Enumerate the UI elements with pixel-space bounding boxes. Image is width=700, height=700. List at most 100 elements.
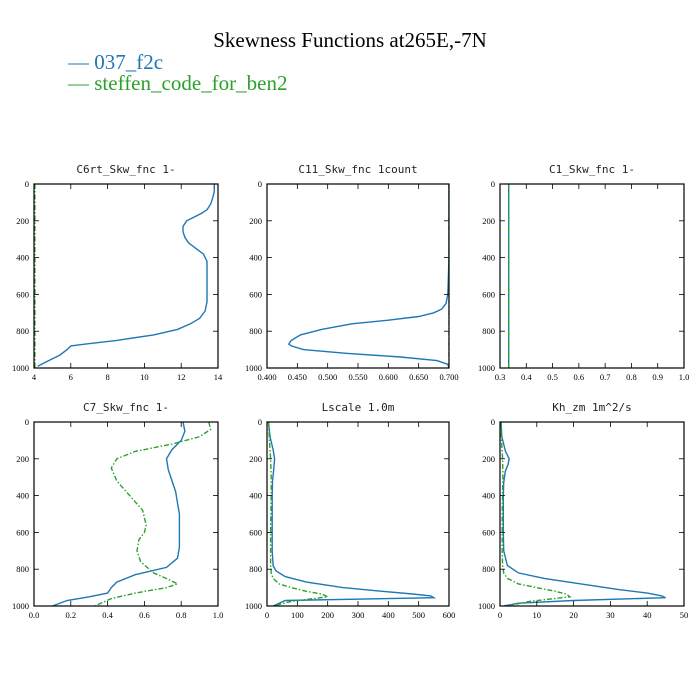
panel-1: C6rt_Skw_fnc 1- 4 6 8 10 12 14 0 200 400 600 800 100… — [12, 163, 223, 382]
y-tick-label: 200 — [482, 454, 495, 464]
x-tick-label: 0.500 — [318, 372, 337, 382]
plot-frame — [33, 421, 219, 607]
panel-2: C11_Skw_fnc 1count 0.400 0.450 0.500 0.550 0.… — [245, 163, 459, 382]
y-tick-label: 0 — [258, 417, 262, 427]
x-tick-label: 0.550 — [348, 372, 367, 382]
legend-line-steffen: — — [68, 71, 95, 95]
x-tick-label: 0.650 — [409, 372, 428, 382]
series-line-steffen-code-for-ben2 — [267, 422, 331, 606]
x-tick-label: 400 — [382, 610, 395, 620]
y-tick-label: 800 — [249, 564, 262, 574]
x-tick-label: 50 — [680, 610, 689, 620]
x-tick-label: 0.0 — [29, 610, 40, 620]
y-tick-label: 400 — [249, 253, 262, 263]
plot-frame — [499, 183, 685, 369]
x-tick-label: 0.2 — [65, 610, 76, 620]
x-tick-label: 0.4 — [102, 610, 113, 620]
x-tick-label: 1.0 — [679, 372, 690, 382]
x-tick-label: 14 — [214, 372, 223, 382]
x-tick-label: 100 — [291, 610, 304, 620]
series-line-037-f2c — [500, 422, 666, 606]
x-tick-label: 0.600 — [379, 372, 398, 382]
x-tick-label: 8 — [105, 372, 109, 382]
y-tick-label: 1000 — [478, 363, 495, 373]
y-tick-label: 400 — [249, 491, 262, 501]
x-tick-label: 0.3 — [495, 372, 506, 382]
y-tick-label: 800 — [482, 564, 495, 574]
legend-label-037-f2c: 037_f2c — [94, 50, 164, 74]
y-tick-label: 200 — [249, 216, 262, 226]
x-tick-label: 12 — [177, 372, 186, 382]
panel-4: C7_Skw_fnc 1- 0.0 0.2 0.4 0.6 0.8 1.0 0 200 400 60… — [12, 401, 223, 620]
series-line-037-f2c — [52, 422, 186, 606]
legend-item-037-f2c: — 037_f2c — [68, 50, 163, 75]
y-tick-label: 400 — [482, 253, 495, 263]
panel-6: Kh_zm 1m^2/s 0 10 20 30 40 50 0 200 400 600 800 1000 — [478, 401, 688, 620]
y-tick-label: 600 — [16, 527, 29, 537]
y-tick-label: 800 — [482, 326, 495, 336]
x-tick-label: 500 — [412, 610, 425, 620]
panel-title: Kh_zm 1m^2/s — [552, 401, 631, 414]
plot-frame — [33, 183, 219, 369]
y-tick-label: 1000 — [12, 601, 29, 611]
y-tick-label: 0 — [258, 179, 262, 189]
y-tick-label: 200 — [249, 454, 262, 464]
y-tick-label: 600 — [482, 527, 495, 537]
x-tick-label: 0.9 — [652, 372, 663, 382]
y-tick-label: 400 — [16, 253, 29, 263]
legend-label-steffen: steffen_code_for_ben2 — [94, 71, 288, 95]
x-tick-label: 600 — [443, 610, 456, 620]
series-line-037-f2c — [37, 184, 216, 367]
plot-frame — [499, 421, 685, 607]
y-tick-label: 0 — [25, 179, 29, 189]
x-tick-label: 10 — [533, 610, 542, 620]
legend-line-037-f2c: — — [68, 50, 95, 74]
x-tick-label: 30 — [606, 610, 615, 620]
x-tick-label: 0 — [265, 610, 269, 620]
y-tick-label: 600 — [16, 289, 29, 299]
x-tick-label: 0.450 — [288, 372, 307, 382]
page-title: Skewness Functions at265E,-7N — [213, 28, 487, 52]
y-tick-label: 200 — [16, 454, 29, 464]
x-tick-label: 0.700 — [439, 372, 458, 382]
series-line-steffen-code-for-ben2 — [500, 422, 572, 606]
panel-3: C1_Skw_fnc 1- 0.3 0.4 0.5 0.6 0.7 0.8 0.9 1.0 0 20… — [478, 163, 689, 382]
x-tick-label: 200 — [321, 610, 334, 620]
y-tick-label: 600 — [249, 289, 262, 299]
y-tick-label: 600 — [249, 527, 262, 537]
y-tick-label: 400 — [482, 491, 495, 501]
panel-title: C6rt_Skw_fnc 1- — [76, 163, 175, 176]
x-tick-label: 0.7 — [600, 372, 611, 382]
x-tick-label: 0.400 — [257, 372, 276, 382]
x-tick-label: 40 — [643, 610, 652, 620]
panel-title: C7_Skw_fnc 1- — [83, 401, 169, 414]
series-line-037-f2c — [267, 422, 437, 606]
x-tick-label: 4 — [32, 372, 37, 382]
x-tick-label: 10 — [140, 372, 149, 382]
panel-title: C11_Skw_fnc 1count — [298, 163, 417, 176]
x-tick-label: 0 — [498, 610, 502, 620]
x-tick-label: 0.8 — [176, 610, 187, 620]
x-tick-label: 300 — [352, 610, 365, 620]
y-tick-label: 0 — [491, 179, 495, 189]
series-line-steffen-code-for-ben2 — [94, 422, 212, 606]
y-tick-label: 800 — [16, 326, 29, 336]
y-tick-label: 800 — [16, 564, 29, 574]
plot-frame — [266, 183, 450, 369]
x-tick-label: 0.4 — [521, 372, 532, 382]
y-tick-label: 200 — [482, 216, 495, 226]
y-tick-label: 1000 — [12, 363, 29, 373]
x-tick-label: 0.5 — [547, 372, 558, 382]
y-tick-label: 0 — [25, 417, 29, 427]
x-tick-label: 20 — [569, 610, 578, 620]
panel-5: Lscale 1.0m 0 100 200 300 400 500 600 0 200 400 600… — [245, 401, 455, 620]
x-tick-label: 0.6 — [139, 610, 150, 620]
x-tick-label: 1.0 — [213, 610, 224, 620]
y-tick-label: 600 — [482, 289, 495, 299]
panel-title: Lscale 1.0m — [322, 401, 395, 414]
y-tick-label: 1000 — [245, 363, 262, 373]
y-tick-label: 400 — [16, 491, 29, 501]
x-tick-label: 0.8 — [626, 372, 637, 382]
y-tick-label: 1000 — [478, 601, 495, 611]
